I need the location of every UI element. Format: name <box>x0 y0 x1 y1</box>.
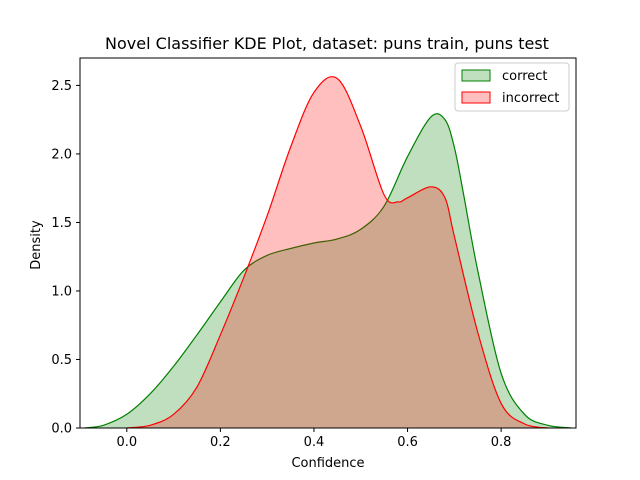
y-tick-label: 1.5 <box>51 216 72 231</box>
legend-swatch-incorrect <box>461 91 491 104</box>
legend-label-correct: correct <box>502 69 548 84</box>
area-correct <box>84 113 572 429</box>
y-axis-label: Density <box>29 220 44 270</box>
line-incorrect <box>126 76 549 429</box>
area-incorrect <box>126 76 548 428</box>
y-tick-label: 2.5 <box>51 79 72 94</box>
y-tick-label: 1.0 <box>51 284 72 299</box>
x-axis-label: Confidence <box>291 456 364 471</box>
x-tick-label: 0.4 <box>304 435 325 450</box>
line-correct <box>84 113 572 429</box>
y-tick-label: 0.0 <box>51 422 72 437</box>
legend: correct incorrect <box>454 62 570 112</box>
x-tick-label: 0.0 <box>116 435 137 450</box>
x-tick-label: 0.8 <box>491 435 512 450</box>
legend-box <box>454 62 570 112</box>
plot-area-frame <box>79 57 577 429</box>
y-tick-label: 2.0 <box>51 147 72 162</box>
legend-label-incorrect: incorrect <box>502 91 559 106</box>
legend-swatch-correct <box>461 69 491 82</box>
y-tick-label: 0.5 <box>51 353 72 368</box>
x-tick-label: 0.2 <box>210 435 231 450</box>
chart-title: Novel Classifier KDE Plot, dataset: puns… <box>105 34 549 53</box>
x-tick-label: 0.6 <box>397 435 418 450</box>
